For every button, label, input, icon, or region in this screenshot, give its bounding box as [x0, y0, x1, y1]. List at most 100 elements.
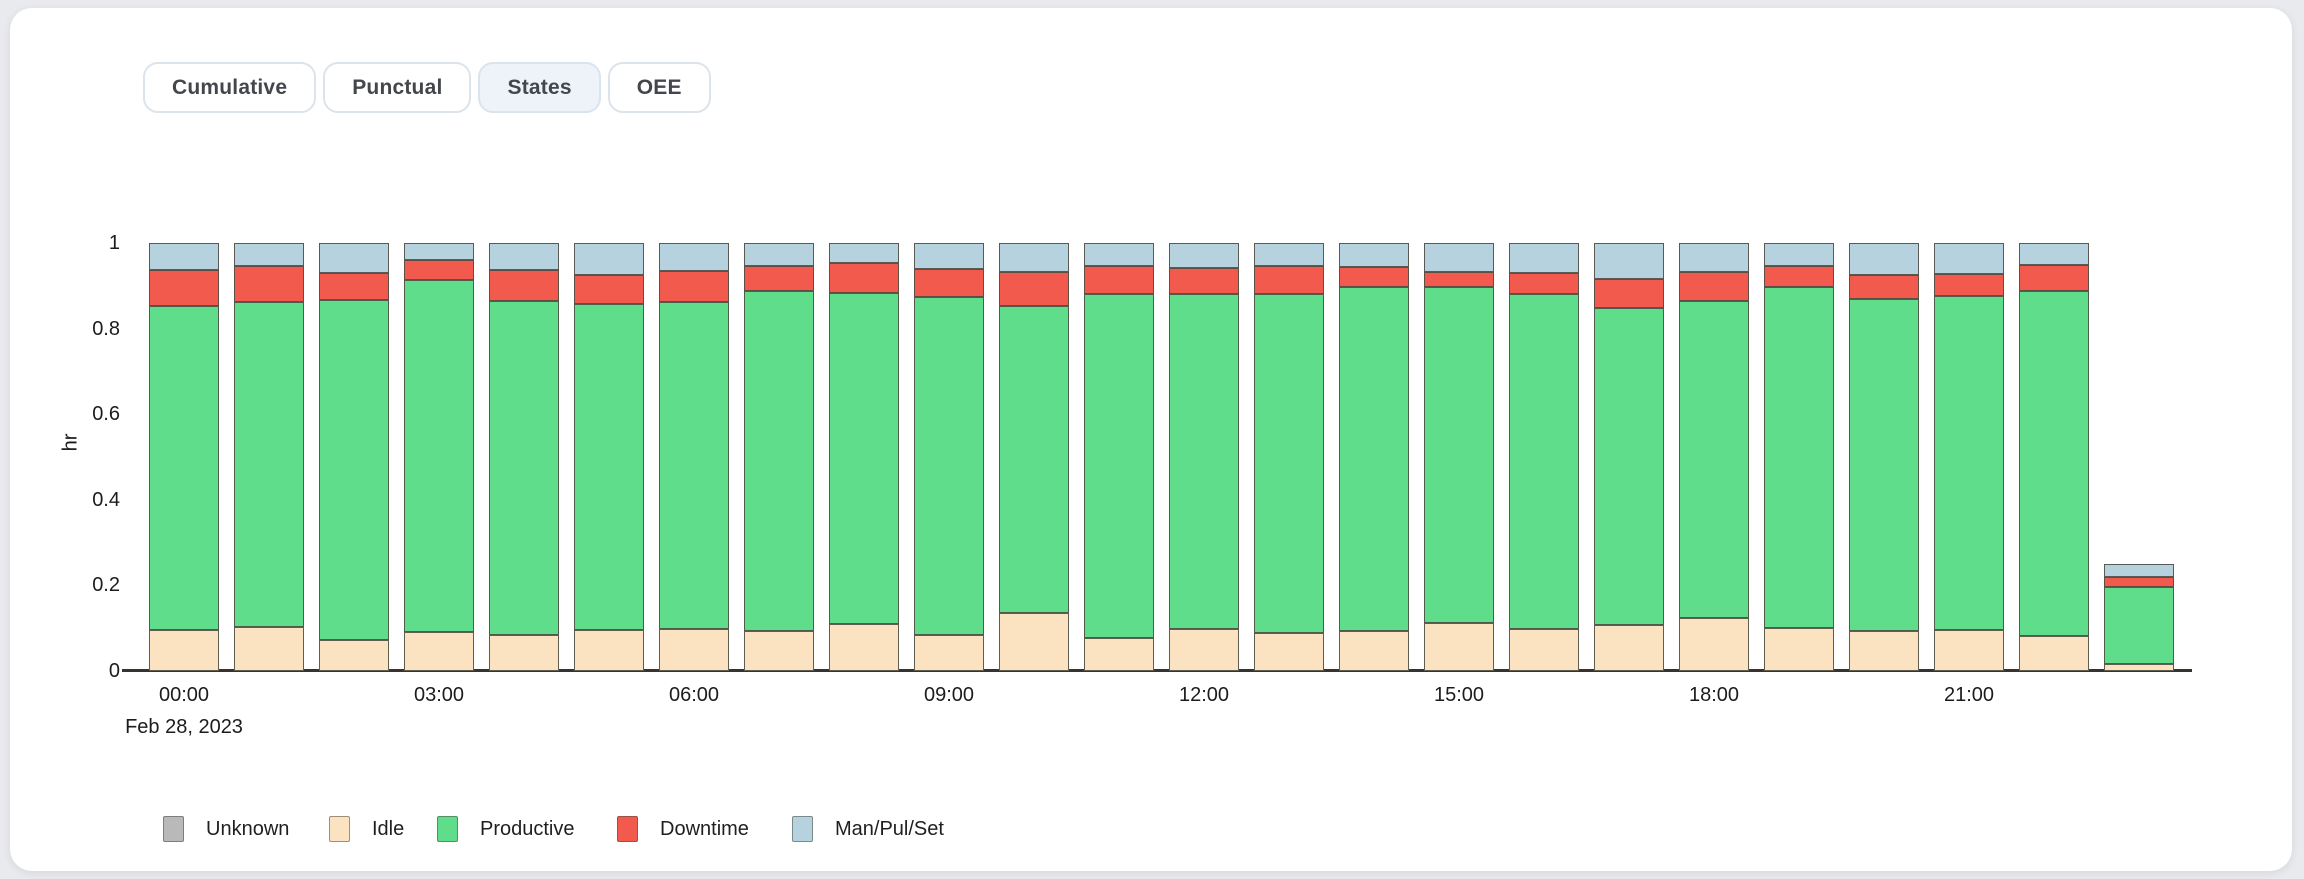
bar-segment-downtime-2300[interactable] — [2104, 576, 2174, 588]
bar-segment-idle-2200[interactable] — [2019, 635, 2089, 671]
bar-segment-idle-2000[interactable] — [1849, 631, 1919, 671]
bar-segment-productive-1000[interactable] — [999, 305, 1069, 614]
bar-segment-productive-0000[interactable] — [149, 305, 219, 630]
bar-segment-productive-1100[interactable] — [1084, 293, 1154, 638]
bar-segment-downtime-0100[interactable] — [234, 266, 304, 303]
bar-segment-downtime-1900[interactable] — [1764, 266, 1834, 288]
bar-segment-productive-0700[interactable] — [744, 290, 814, 632]
bar-segment-downtime-0500[interactable] — [574, 275, 644, 305]
bar-segment-productive-1700[interactable] — [1594, 308, 1664, 626]
bar-segment-man-pul-set-1400[interactable] — [1339, 243, 1409, 267]
bar-segment-downtime-0300[interactable] — [404, 260, 474, 281]
tab-cumulative[interactable]: Cumulative — [143, 62, 317, 113]
bar-segment-downtime-0000[interactable] — [149, 269, 219, 306]
bar-segment-man-pul-set-0800[interactable] — [829, 243, 899, 264]
bar-segment-downtime-0800[interactable] — [829, 263, 899, 294]
bar-segment-downtime-1600[interactable] — [1509, 272, 1579, 294]
bar-segment-productive-2300[interactable] — [2104, 587, 2174, 665]
bar-segment-productive-0500[interactable] — [574, 304, 644, 630]
bar-segment-downtime-1300[interactable] — [1254, 266, 1324, 294]
bar-segment-downtime-2200[interactable] — [2019, 264, 2089, 291]
bar-segment-idle-0900[interactable] — [914, 634, 984, 671]
bar-segment-man-pul-set-0500[interactable] — [574, 243, 644, 276]
bar-segment-idle-0400[interactable] — [489, 635, 559, 671]
bar-segment-man-pul-set-1000[interactable] — [999, 243, 1069, 273]
bar-segment-downtime-0600[interactable] — [659, 270, 729, 302]
bar-segment-productive-0800[interactable] — [829, 293, 899, 624]
bar-segment-man-pul-set-0300[interactable] — [404, 243, 474, 261]
bar-segment-downtime-2000[interactable] — [1849, 275, 1919, 300]
bar-segment-idle-0000[interactable] — [149, 629, 219, 671]
bar-segment-man-pul-set-1100[interactable] — [1084, 243, 1154, 267]
bar-segment-idle-1900[interactable] — [1764, 628, 1834, 671]
bar-segment-idle-1700[interactable] — [1594, 625, 1664, 671]
bar-segment-idle-0700[interactable] — [744, 631, 814, 671]
bar-segment-man-pul-set-1300[interactable] — [1254, 243, 1324, 267]
bar-segment-productive-1500[interactable] — [1424, 287, 1494, 624]
bar-segment-man-pul-set-1500[interactable] — [1424, 243, 1494, 273]
tab-states[interactable]: States — [478, 62, 601, 113]
bar-segment-downtime-2100[interactable] — [1934, 273, 2004, 296]
bar-segment-idle-1100[interactable] — [1084, 637, 1154, 671]
bar-segment-idle-1300[interactable] — [1254, 632, 1324, 671]
bar-segment-idle-0200[interactable] — [319, 640, 389, 671]
bar-segment-downtime-1500[interactable] — [1424, 272, 1494, 288]
legend-item-productive[interactable]: Productive — [437, 813, 575, 845]
bar-segment-man-pul-set-0100[interactable] — [234, 243, 304, 267]
bar-segment-downtime-1700[interactable] — [1594, 278, 1664, 309]
bar-segment-downtime-1400[interactable] — [1339, 266, 1409, 288]
bar-segment-idle-2100[interactable] — [1934, 629, 2004, 671]
tab-punctual[interactable]: Punctual — [323, 62, 472, 113]
bar-segment-man-pul-set-2200[interactable] — [2019, 243, 2089, 265]
bar-segment-productive-2100[interactable] — [1934, 295, 2004, 630]
bar-segment-idle-1400[interactable] — [1339, 631, 1409, 671]
bar-segment-downtime-1200[interactable] — [1169, 267, 1239, 294]
bar-segment-downtime-0400[interactable] — [489, 269, 559, 301]
legend-item-downtime[interactable]: Downtime — [617, 813, 749, 845]
bar-segment-downtime-0700[interactable] — [744, 266, 814, 291]
bar-segment-idle-0500[interactable] — [574, 629, 644, 671]
bar-segment-idle-1000[interactable] — [999, 613, 1069, 671]
bar-segment-idle-0300[interactable] — [404, 632, 474, 671]
bar-segment-man-pul-set-2300[interactable] — [2104, 564, 2174, 577]
bar-segment-productive-1900[interactable] — [1764, 287, 1834, 629]
bar-segment-productive-1300[interactable] — [1254, 293, 1324, 633]
bar-segment-productive-0600[interactable] — [659, 301, 729, 630]
bar-segment-man-pul-set-1800[interactable] — [1679, 243, 1749, 273]
legend-item-unknown[interactable]: Unknown — [163, 813, 289, 845]
bar-segment-idle-1500[interactable] — [1424, 623, 1494, 671]
legend-item-idle[interactable]: Idle — [329, 813, 404, 845]
bar-segment-productive-2000[interactable] — [1849, 299, 1919, 632]
bar-segment-man-pul-set-0000[interactable] — [149, 243, 219, 270]
bar-segment-downtime-1100[interactable] — [1084, 266, 1154, 294]
bar-segment-idle-0800[interactable] — [829, 623, 899, 671]
legend-item-man-pul-set[interactable]: Man/Pul/Set — [792, 813, 944, 845]
bar-segment-productive-0900[interactable] — [914, 296, 984, 635]
bar-segment-idle-1200[interactable] — [1169, 629, 1239, 671]
bar-segment-man-pul-set-1200[interactable] — [1169, 243, 1239, 268]
bar-segment-idle-2300[interactable] — [2104, 664, 2174, 671]
bar-segment-downtime-0200[interactable] — [319, 272, 389, 300]
bar-segment-productive-1800[interactable] — [1679, 301, 1749, 618]
bar-segment-man-pul-set-2100[interactable] — [1934, 243, 2004, 274]
bar-segment-idle-1600[interactable] — [1509, 629, 1579, 671]
bar-segment-idle-0100[interactable] — [234, 626, 304, 671]
bar-segment-man-pul-set-2000[interactable] — [1849, 243, 1919, 276]
bar-segment-man-pul-set-0400[interactable] — [489, 243, 559, 270]
bar-segment-man-pul-set-1600[interactable] — [1509, 243, 1579, 273]
bar-segment-man-pul-set-0700[interactable] — [744, 243, 814, 267]
bar-segment-productive-0200[interactable] — [319, 299, 389, 641]
bar-segment-productive-1400[interactable] — [1339, 287, 1409, 632]
bar-segment-downtime-1000[interactable] — [999, 272, 1069, 306]
bar-segment-man-pul-set-0200[interactable] — [319, 243, 389, 273]
bar-segment-productive-1600[interactable] — [1509, 293, 1579, 630]
bar-segment-man-pul-set-1700[interactable] — [1594, 243, 1664, 279]
bar-segment-productive-2200[interactable] — [2019, 290, 2089, 636]
bar-segment-productive-0400[interactable] — [489, 300, 559, 636]
bar-segment-man-pul-set-1900[interactable] — [1764, 243, 1834, 267]
bar-segment-idle-0600[interactable] — [659, 629, 729, 671]
bar-segment-idle-1800[interactable] — [1679, 617, 1749, 671]
bar-segment-productive-1200[interactable] — [1169, 293, 1239, 630]
bar-segment-downtime-0900[interactable] — [914, 269, 984, 297]
bar-segment-downtime-1800[interactable] — [1679, 272, 1749, 302]
